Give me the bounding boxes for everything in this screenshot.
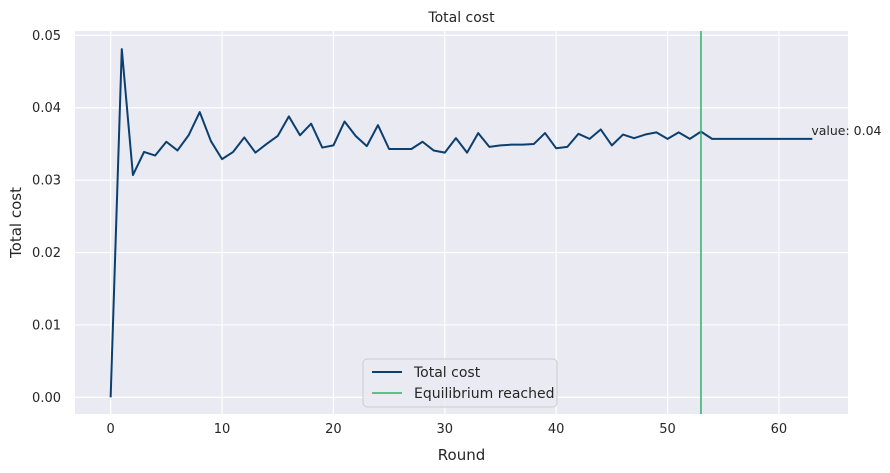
x-tick-label: 50 [659,422,676,437]
legend: Total cost Equilibrium reached [362,358,558,408]
x-tick-labels: 0 10 20 30 40 50 60 [107,422,788,437]
x-tick-label: 0 [107,422,115,437]
x-tick-label: 60 [771,422,788,437]
plot-background [75,31,848,414]
y-tick-label: 0.03 [32,174,61,189]
total-cost-line [109,48,813,398]
legend-label-total-cost: Total cost [413,365,481,381]
y-axis-label: Total cost [7,187,25,259]
value-annotation: value: 0.04 [811,123,881,138]
x-tick-label: 20 [325,422,342,437]
y-tick-labels: 0.00 0.01 0.02 0.03 0.04 0.05 [32,29,61,406]
chart-title: Total cost [427,10,495,26]
series-lines [109,48,813,398]
x-tick-label: 40 [548,422,565,437]
x-tick-label: 10 [214,422,231,437]
y-tick-label: 0.02 [32,246,61,261]
x-axis-label: Round [438,446,485,464]
y-tick-label: 0.01 [32,318,61,333]
legend-box [362,358,558,408]
grid-lines [75,31,848,414]
y-tick-label: 0.00 [32,391,61,406]
legend-label-equilibrium: Equilibrium reached [414,386,554,402]
y-tick-label: 0.04 [32,101,61,116]
y-tick-label: 0.05 [32,29,61,44]
x-tick-label: 30 [437,422,454,437]
